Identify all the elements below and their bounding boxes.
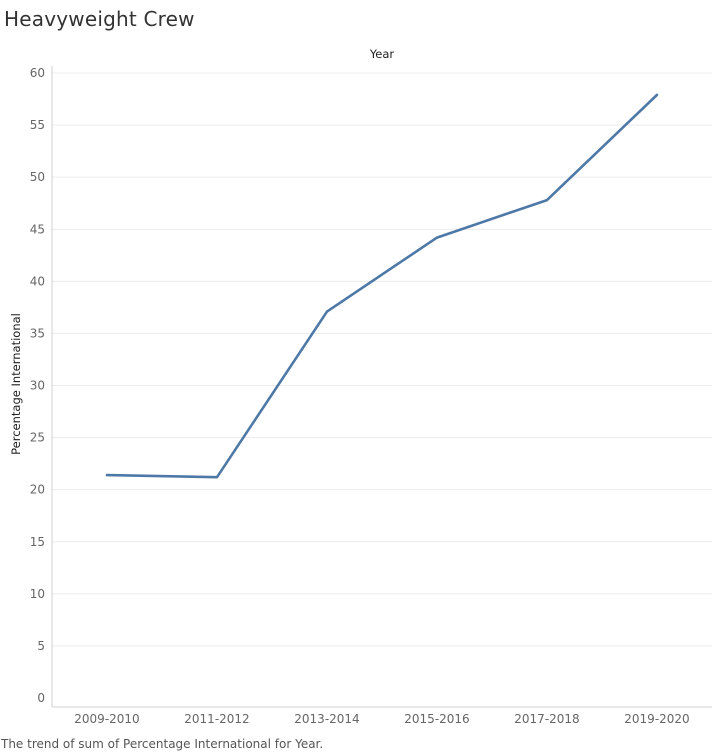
y-tick-label: 15	[30, 535, 45, 549]
chart-title: Heavyweight Crew	[4, 7, 195, 31]
x-tick-label: 2017-2018	[514, 712, 579, 726]
y-tick-label: 30	[30, 379, 45, 393]
x-tick-label: 2019-2020	[624, 712, 689, 726]
chart-caption: The trend of sum of Percentage Internati…	[1, 737, 324, 751]
y-tick-label: 10	[30, 587, 45, 601]
y-tick-label: 45	[30, 222, 45, 236]
axes	[51, 66, 712, 708]
x-tick-label: 2009-2010	[74, 712, 139, 726]
y-tick-labels: 0 5 10 15 20 25 30 35 40 45 50 55 60	[30, 66, 45, 705]
x-tick-label: 2013-2014	[294, 712, 359, 726]
y-tick-label: 25	[30, 431, 45, 445]
x-axis-title: Year	[369, 47, 395, 61]
gridlines	[52, 72, 712, 647]
series-group	[105, 93, 659, 479]
y-tick-label: 5	[37, 639, 45, 653]
x-tick-labels: 2009-2010 2011-2012 2013-2014 2015-2016 2017…	[74, 712, 689, 726]
y-tick-label: 55	[30, 118, 45, 132]
y-tick-label: 20	[30, 483, 45, 497]
y-tick-label: 40	[30, 274, 45, 288]
y-axis-title: Percentage International	[9, 313, 23, 455]
y-tick-label: 0	[37, 691, 45, 705]
x-tick-label: 2011-2012	[184, 712, 249, 726]
x-tick-label: 2015-2016	[404, 712, 469, 726]
series-line	[105, 93, 659, 479]
y-tick-label: 35	[30, 326, 45, 340]
y-tick-label: 50	[30, 170, 45, 184]
y-tick-label: 60	[30, 66, 45, 80]
